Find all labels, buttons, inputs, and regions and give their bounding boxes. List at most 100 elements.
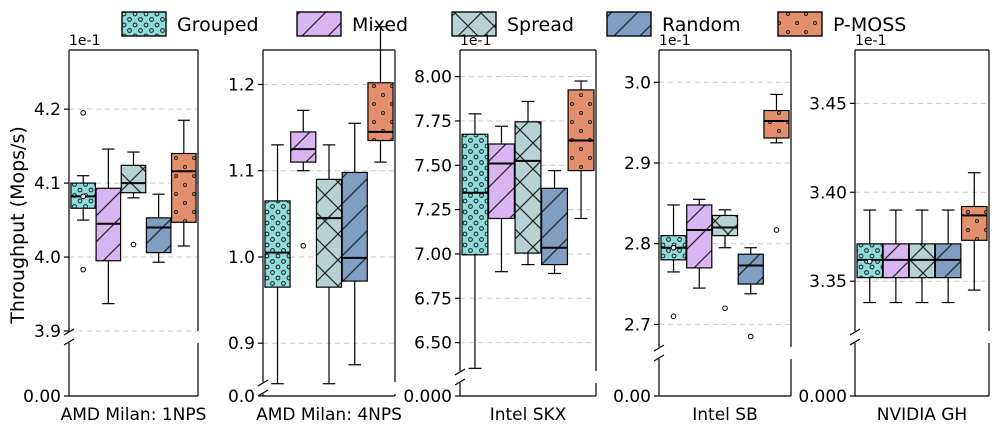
legend-hatch (296, 11, 342, 37)
box-grouped (660, 204, 687, 320)
legend-label: Random (662, 14, 741, 36)
y-tick-label-zero: 0.00 (23, 387, 61, 407)
y-tick-label: 3.40 (809, 183, 847, 203)
axis-scale-label: 1e-1 (460, 33, 491, 49)
box-random (145, 193, 172, 263)
y-tick-label: 1.0 (228, 248, 255, 268)
panel-intel-skx: 8.00 7.75 7.50 7.25 7.00 6.75 6.50 0.000 1e-1 Int… (403, 33, 597, 425)
legend-item-spread: Spread (451, 11, 574, 37)
outlier-point (300, 242, 307, 249)
box-body (514, 121, 542, 254)
legend-item-mixed: Mixed (296, 11, 408, 37)
panel-amd-milan-1nps: 4.2 4.1 4.0 3.9 0.00 1e-1 AMD Milan: 1NPS (23, 33, 206, 425)
y-tick-label: 3.0 (624, 73, 651, 93)
box-body (763, 109, 790, 139)
box-body (341, 171, 368, 282)
axis-break-mark (653, 344, 665, 352)
y-tick-label-zero: 0.000 (403, 387, 452, 407)
panel-title: Intel SKX (490, 405, 567, 425)
box-body (686, 204, 713, 269)
legend-hatch (451, 11, 497, 37)
panel-title: Intel SB (692, 405, 758, 425)
axis-scale-label: 1e-1 (659, 33, 690, 49)
axis-break-mark (257, 389, 269, 397)
box-random (341, 122, 368, 366)
box-body (120, 164, 147, 194)
legend-hatch (777, 11, 823, 37)
outlier-point (670, 313, 677, 320)
panel-title: NVIDIA GH (877, 405, 967, 425)
legend-label: P-MOSS (833, 14, 906, 36)
y-tick-label: 8.00 (414, 68, 452, 88)
box-mixed (487, 125, 515, 273)
axis-break-mark (257, 379, 269, 387)
y-tick-label: 7.25 (414, 201, 452, 221)
outlier-point (670, 244, 677, 251)
box-body (711, 214, 739, 237)
box-spread (711, 209, 739, 312)
outlier-point (866, 258, 873, 265)
box-grouped (461, 113, 489, 369)
outlier-point (80, 266, 86, 273)
box-grouped (70, 110, 97, 273)
y-tick-label: 0.9 (228, 334, 255, 354)
box-body (367, 82, 394, 142)
y-tick-label: 3.9 (34, 322, 61, 342)
outlier-point (773, 227, 780, 233)
box-body (290, 131, 317, 163)
box-body (170, 152, 197, 223)
box-mixed (686, 198, 713, 289)
panel-intel-sb: 3.0 2.9 2.8 2.7 0.00 1e-1 Intel SB (613, 33, 792, 425)
panel-nvidia-gh: 3.45 3.40 3.35 0.000 1e-1 NVIDIA GH (798, 33, 990, 425)
axis-break-mark (849, 338, 861, 346)
y-tick-label: 2.8 (624, 235, 651, 255)
y-tick-label: 6.75 (414, 289, 452, 309)
axis-scale-label: 1e-1 (855, 33, 886, 49)
y-tick-label: 4.1 (34, 174, 61, 194)
box-mixed (882, 209, 910, 304)
panel-title: AMD Milan: 1NPS (61, 405, 207, 425)
box-spread (908, 209, 936, 304)
y-tick-label: 3.45 (809, 94, 847, 114)
box-grouped (264, 144, 291, 385)
legend-item-grouped: Grouped (121, 11, 259, 37)
box-spread (514, 100, 542, 266)
axis-break-mark (653, 354, 665, 362)
box-p-moss (170, 119, 197, 247)
box-p-moss (567, 80, 595, 220)
y-tick-label: 4.0 (34, 248, 61, 268)
box-random (540, 169, 569, 275)
y-tick-label: 3.35 (809, 272, 847, 292)
y-tick-label: 1.1 (228, 162, 255, 182)
box-spread (120, 151, 147, 248)
box-mixed (95, 148, 122, 305)
y-tick-label-zero: 0.0 (228, 387, 255, 407)
legend-item-p-moss: P-MOSS (777, 11, 906, 37)
axis-break-mark (63, 328, 75, 336)
box-p-moss (960, 172, 988, 291)
y-tick-label: 7.75 (414, 112, 452, 132)
box-body (960, 205, 988, 241)
y-tick-label: 6.50 (414, 334, 452, 354)
outlier-point (80, 193, 86, 200)
box-body (145, 217, 172, 254)
outlier-point (722, 305, 728, 312)
box-body (487, 143, 515, 220)
box-body (315, 178, 343, 288)
axis-break-mark (63, 338, 75, 346)
axis-scale-label: 1e-1 (69, 33, 100, 49)
y-tick-label: 7.50 (414, 156, 452, 176)
legend: Grouped Mixed Spread Random P-MOSS (121, 11, 906, 37)
box-grouped (856, 209, 884, 304)
legend-label: Spread (507, 14, 574, 36)
y-tick-label: 1.2 (228, 75, 255, 95)
box-p-moss (367, 26, 394, 163)
legend-item-random: Random (606, 11, 741, 37)
box-body (737, 253, 764, 285)
box-body (461, 133, 489, 256)
y-axis-label: Throughput (Mops/s) (7, 126, 29, 325)
y-tick-label: 2.9 (624, 154, 651, 174)
outlier-point (747, 333, 754, 340)
